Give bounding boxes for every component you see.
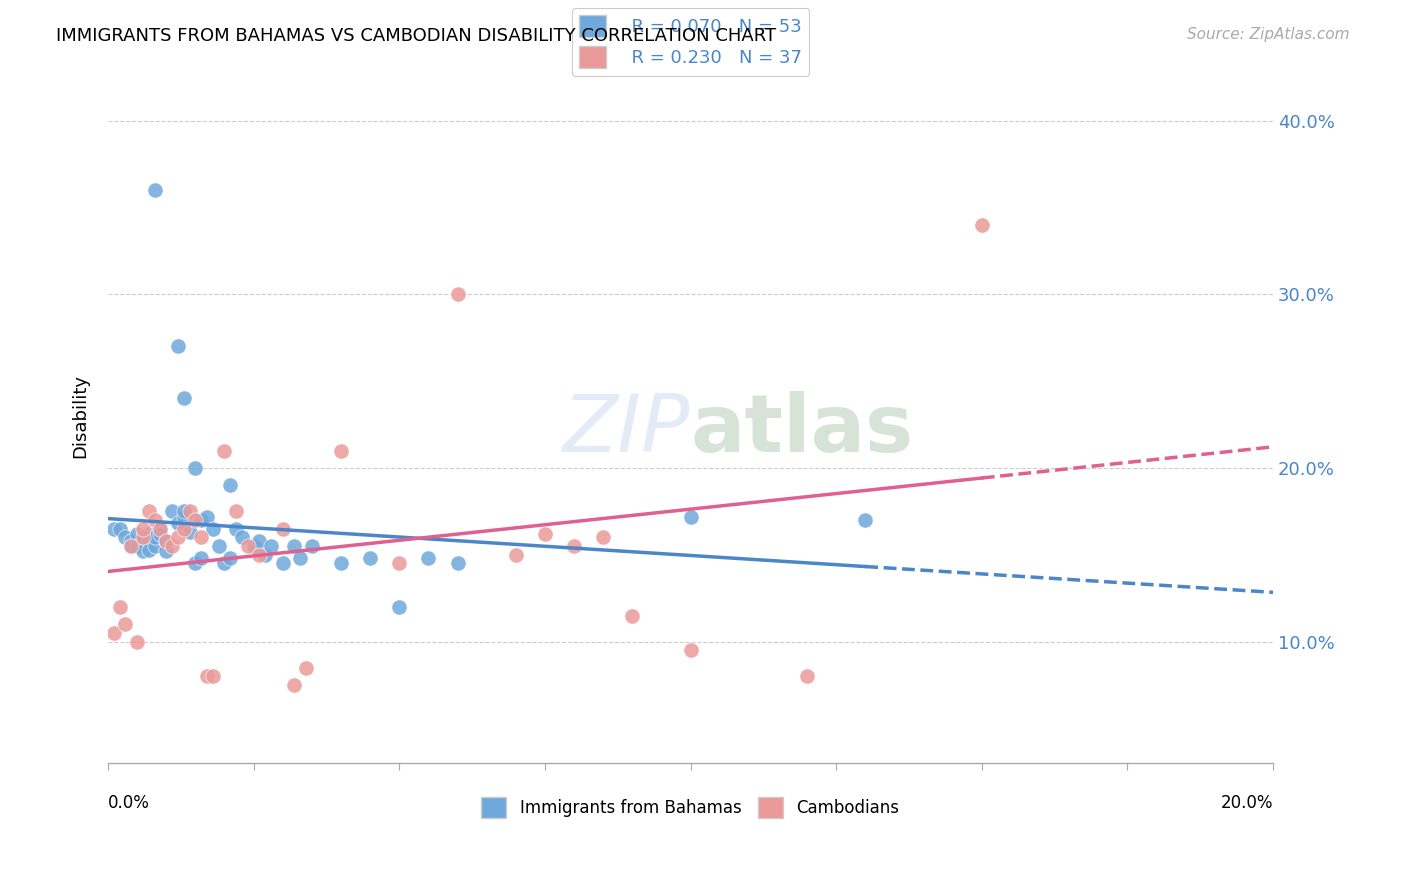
Y-axis label: Disability: Disability bbox=[72, 374, 89, 458]
Point bbox=[138, 533, 160, 548]
Point bbox=[160, 539, 183, 553]
Point bbox=[301, 539, 323, 553]
Point bbox=[108, 522, 131, 536]
Point bbox=[190, 530, 212, 544]
Point bbox=[167, 516, 190, 531]
Point bbox=[201, 522, 224, 536]
Point bbox=[173, 522, 195, 536]
Point bbox=[114, 530, 136, 544]
Point bbox=[167, 339, 190, 353]
Point bbox=[271, 557, 294, 571]
Text: 0.0%: 0.0% bbox=[108, 795, 150, 813]
Point bbox=[143, 513, 166, 527]
Point bbox=[149, 522, 172, 536]
Point bbox=[160, 504, 183, 518]
Point bbox=[132, 533, 155, 548]
Point bbox=[132, 522, 155, 536]
Point bbox=[120, 533, 142, 548]
Point bbox=[149, 527, 172, 541]
Point bbox=[225, 504, 247, 518]
Point bbox=[534, 527, 557, 541]
Point bbox=[114, 617, 136, 632]
Text: Source: ZipAtlas.com: Source: ZipAtlas.com bbox=[1187, 27, 1350, 42]
Point bbox=[179, 504, 201, 518]
Point bbox=[418, 551, 440, 566]
Point bbox=[155, 544, 177, 558]
Point bbox=[260, 539, 283, 553]
Point bbox=[679, 643, 702, 657]
Point bbox=[796, 669, 818, 683]
Point bbox=[195, 669, 218, 683]
Point bbox=[179, 525, 201, 540]
Point bbox=[283, 539, 305, 553]
Point bbox=[120, 539, 142, 553]
Point bbox=[388, 557, 411, 571]
Point bbox=[184, 557, 207, 571]
Point bbox=[330, 443, 353, 458]
Point bbox=[853, 513, 876, 527]
Point bbox=[173, 504, 195, 518]
Point bbox=[138, 542, 160, 557]
Point bbox=[236, 539, 259, 553]
Point bbox=[621, 608, 644, 623]
Point bbox=[127, 539, 149, 553]
Point bbox=[970, 218, 993, 232]
Point bbox=[388, 599, 411, 614]
Point bbox=[195, 509, 218, 524]
Point bbox=[184, 461, 207, 475]
Point bbox=[249, 548, 271, 562]
Point bbox=[201, 669, 224, 683]
Point bbox=[173, 392, 195, 406]
Point bbox=[127, 527, 149, 541]
Point bbox=[225, 522, 247, 536]
Point bbox=[138, 527, 160, 541]
Point bbox=[679, 509, 702, 524]
Point bbox=[271, 522, 294, 536]
Point bbox=[138, 504, 160, 518]
Point bbox=[127, 634, 149, 648]
Text: IMMIGRANTS FROM BAHAMAS VS CAMBODIAN DISABILITY CORRELATION CHART: IMMIGRANTS FROM BAHAMAS VS CAMBODIAN DIS… bbox=[56, 27, 776, 45]
Point bbox=[143, 183, 166, 197]
Point bbox=[219, 551, 242, 566]
Point bbox=[446, 557, 468, 571]
Point bbox=[254, 548, 277, 562]
Point bbox=[103, 626, 125, 640]
Point bbox=[143, 539, 166, 553]
Point bbox=[155, 533, 177, 548]
Point bbox=[190, 551, 212, 566]
Point bbox=[132, 530, 155, 544]
Point bbox=[290, 551, 312, 566]
Point bbox=[219, 478, 242, 492]
Point bbox=[132, 544, 155, 558]
Text: 20.0%: 20.0% bbox=[1220, 795, 1272, 813]
Point bbox=[155, 533, 177, 548]
Point bbox=[103, 522, 125, 536]
Point bbox=[249, 533, 271, 548]
Point bbox=[108, 599, 131, 614]
Point bbox=[167, 530, 190, 544]
Point bbox=[214, 557, 236, 571]
Point bbox=[505, 548, 527, 562]
Point bbox=[214, 443, 236, 458]
Text: atlas: atlas bbox=[690, 391, 914, 468]
Point bbox=[283, 678, 305, 692]
Point bbox=[143, 530, 166, 544]
Point bbox=[149, 522, 172, 536]
Point bbox=[173, 509, 195, 524]
Point bbox=[330, 557, 353, 571]
Point bbox=[190, 513, 212, 527]
Point bbox=[359, 551, 381, 566]
Point bbox=[208, 539, 231, 553]
Legend: Immigrants from Bahamas, Cambodians: Immigrants from Bahamas, Cambodians bbox=[475, 790, 907, 824]
Point bbox=[231, 530, 253, 544]
Text: ZIP: ZIP bbox=[564, 391, 690, 468]
Point bbox=[184, 513, 207, 527]
Point bbox=[242, 539, 264, 553]
Point bbox=[295, 660, 318, 674]
Point bbox=[446, 287, 468, 301]
Point bbox=[592, 530, 614, 544]
Point bbox=[562, 539, 585, 553]
Point bbox=[120, 539, 142, 553]
